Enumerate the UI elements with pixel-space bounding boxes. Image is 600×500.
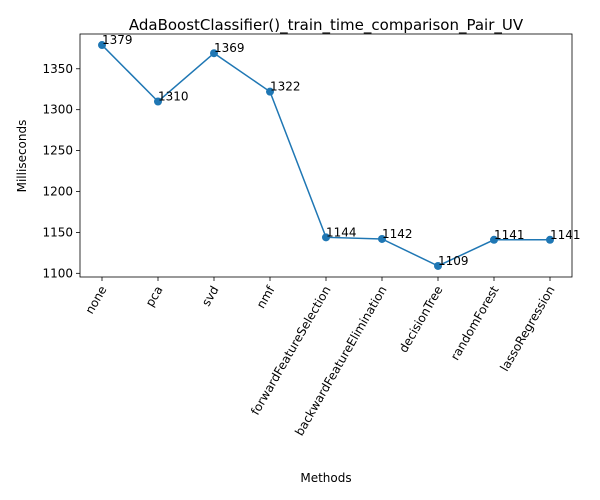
x-tick-label: randomForest	[448, 283, 502, 362]
data-point	[378, 234, 386, 243]
data-label: 1379	[102, 33, 133, 47]
x-tick-label: none	[83, 284, 110, 317]
data-label: 1369	[214, 41, 245, 55]
data-label: 1109	[438, 254, 469, 268]
plot-frame	[79, 33, 573, 278]
y-tick-label: 1250	[42, 144, 73, 158]
data-label: 1144	[326, 225, 357, 239]
series-train-time	[98, 41, 554, 270]
x-axis: none pca svd nmfforwardFeatureSelectionback…	[83, 277, 558, 438]
data-label: 1142	[382, 227, 413, 241]
data-point	[546, 235, 554, 244]
y-tick-label: 1300	[42, 103, 73, 117]
chart-title: AdaBoostClassifier()_train_time_comparis…	[129, 16, 524, 35]
data-point	[490, 235, 498, 244]
y-axis: 1100 1150 1200 1250 1300 1350	[42, 62, 80, 280]
x-axis-label: Methods	[300, 471, 351, 485]
data-labels: 1379 1310 1369 1322 1144 1142 1109 1141 1141	[102, 33, 581, 268]
data-label: 1310	[158, 90, 189, 104]
y-tick-label: 1200	[42, 185, 73, 199]
y-tick-label: 1150	[42, 225, 73, 239]
x-tick-label: decisionTree	[396, 284, 445, 355]
data-point	[210, 49, 218, 58]
data-point	[434, 261, 442, 270]
data-label: 1141	[494, 228, 525, 242]
x-tick-label: backwardFeatureElimination	[292, 284, 389, 439]
data-point	[98, 41, 106, 50]
x-tick-label: svd	[199, 284, 222, 309]
x-tick-label: pca	[143, 284, 166, 310]
data-point	[322, 233, 330, 242]
x-tick-label: nmf	[254, 283, 278, 311]
y-tick-label: 1100	[42, 266, 73, 280]
x-tick-label: lassoRegression	[497, 284, 557, 374]
data-point	[154, 97, 162, 106]
y-axis-label: Milliseconds	[15, 120, 29, 193]
data-label: 1141	[550, 228, 581, 242]
y-tick-label: 1350	[42, 62, 73, 76]
data-point	[266, 87, 274, 96]
data-label: 1322	[270, 80, 301, 94]
